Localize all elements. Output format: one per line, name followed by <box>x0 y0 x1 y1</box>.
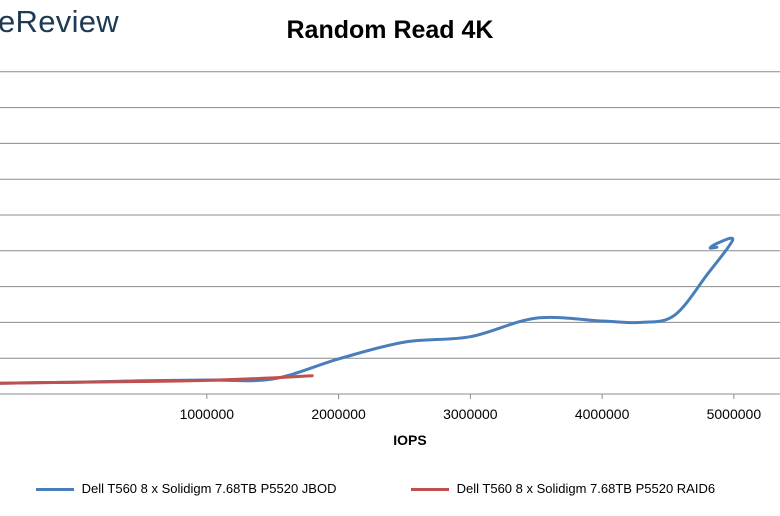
legend-item-raid6: Dell T560 8 x Solidigm 7.68TB P5520 RAID… <box>411 481 715 501</box>
legend-item-jbod: Dell T560 8 x Solidigm 7.68TB P5520 JBOD <box>36 481 336 501</box>
brand-logo-text: eReview <box>0 4 119 39</box>
x-tick-label: 5000000 <box>707 406 762 422</box>
x-axis-label: IOPS <box>393 432 427 448</box>
x-tick-label: 3000000 <box>443 406 498 422</box>
chart-title: Random Read 4K <box>286 16 494 44</box>
legend-swatch-raid6 <box>411 488 449 492</box>
series-line-raid6 <box>0 374 314 385</box>
legend-swatch-jbod <box>36 488 74 492</box>
series-line-jbod <box>0 236 735 385</box>
x-tick-label: 1000000 <box>180 406 235 422</box>
x-tick-label: 2000000 <box>311 406 366 422</box>
legend-label-raid6: Dell T560 8 x Solidigm 7.68TB P5520 RAID… <box>456 481 716 496</box>
x-tick-label: 4000000 <box>575 406 630 422</box>
legend-label-jbod: Dell T560 8 x Solidigm 7.68TB P5520 JBOD <box>81 481 337 496</box>
